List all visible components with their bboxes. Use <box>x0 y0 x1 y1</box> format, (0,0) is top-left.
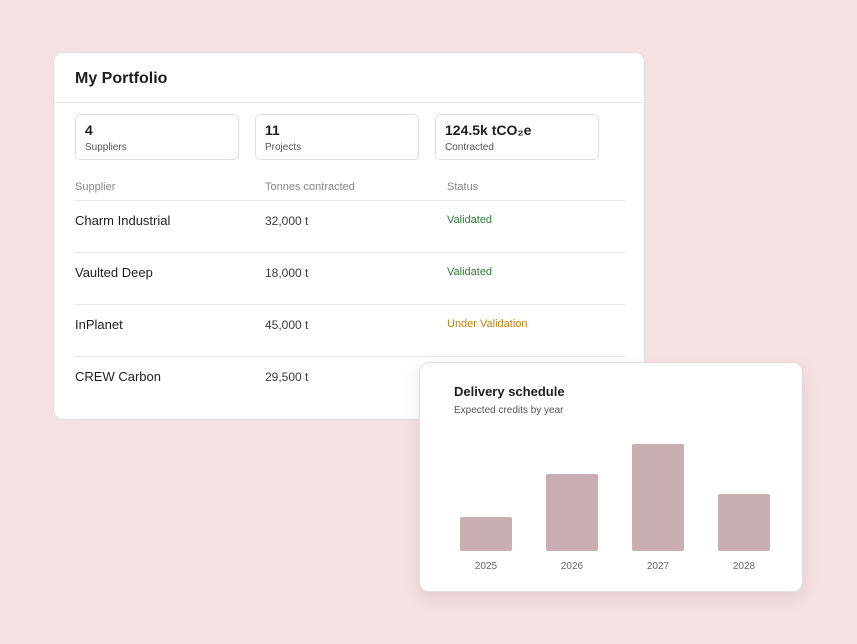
portfolio-header: My Portfolio <box>54 53 644 103</box>
tick-label-2027: 2027 <box>647 561 670 572</box>
tonnes-contracted: 18,000 t <box>265 266 309 280</box>
status-badge: Validated <box>447 266 493 278</box>
supplier-name: InPlanet <box>75 317 123 332</box>
supplier-name: Charm Industrial <box>75 213 171 228</box>
column-header-tonnes[interactable]: Tonnes contracted <box>265 181 355 193</box>
bar-2026 <box>546 474 598 551</box>
stat-suppliers: 4 Suppliers <box>75 114 239 160</box>
stat-label: Contracted <box>445 142 494 153</box>
table-row[interactable]: Charm Industrial 32,000 t Validated <box>75 201 625 253</box>
table-row[interactable]: InPlanet 45,000 t Under Validation <box>75 305 625 357</box>
portfolio-card: My Portfolio 4 Suppliers 11 Projects 124… <box>53 52 645 420</box>
tick-label-2028: 2028 <box>733 561 756 572</box>
table-row[interactable]: Vaulted Deep 18,000 t Validated <box>75 253 625 305</box>
delivery-schedule-card: Delivery schedule Expected credits by ye… <box>419 362 803 592</box>
tick-label-2025: 2025 <box>475 561 498 572</box>
stat-value: 4 <box>85 122 93 138</box>
tonnes-contracted: 29,500 t <box>265 370 309 384</box>
supplier-name: Vaulted Deep <box>75 265 153 280</box>
supplier-table: Supplier Tonnes contracted Status Charm … <box>75 179 625 409</box>
column-header-status[interactable]: Status <box>447 181 479 193</box>
stat-value: 11 <box>265 122 280 138</box>
tonnes-contracted: 45,000 t <box>265 318 309 332</box>
stat-projects: 11 Projects <box>255 114 419 160</box>
table-row[interactable]: CREW Carbon 29,500 t <box>75 357 625 409</box>
column-header-supplier[interactable]: Supplier <box>75 181 116 193</box>
stat-label: Suppliers <box>85 142 127 153</box>
delivery-subtitle: Expected credits by year <box>454 405 564 416</box>
bar-2027 <box>632 444 684 551</box>
supplier-name: CREW Carbon <box>75 369 161 384</box>
delivery-bar-chart: 2025 2026 2027 2028 <box>460 444 770 572</box>
delivery-title: Delivery schedule <box>454 384 565 399</box>
stat-label: Projects <box>265 142 302 153</box>
stat-contracted: 124.5k tCO₂e Contracted <box>435 114 599 160</box>
stat-value: 124.5k tCO₂e <box>445 122 532 138</box>
tonnes-contracted: 32,000 t <box>265 214 309 228</box>
tick-label-2026: 2026 <box>561 561 584 572</box>
bar-2025 <box>460 517 512 551</box>
table-header: Supplier Tonnes contracted Status <box>75 179 625 201</box>
status-badge: Validated <box>447 214 493 226</box>
portfolio-title: My Portfolio <box>75 70 168 87</box>
bar-2028 <box>718 494 770 551</box>
status-badge: Under Validation <box>447 318 528 330</box>
